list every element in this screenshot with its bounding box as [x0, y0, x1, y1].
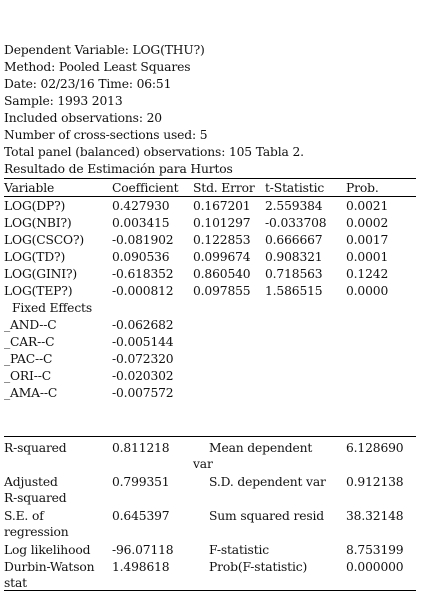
row-coefficient: -0.618352	[112, 267, 174, 281]
f-statistic-value: 8.753199	[346, 543, 404, 557]
row-prob: 0.0021	[346, 199, 389, 213]
row-variable: LOG(TD?)	[4, 250, 66, 264]
row-t-stat: 0.666667	[265, 233, 323, 247]
row-prob: 0.0000	[346, 284, 389, 298]
row-prob: 0.0001	[346, 250, 389, 264]
f-statistic-label: F-statistic	[209, 543, 270, 557]
adjusted-r-squared-label: Adjusted	[4, 475, 58, 489]
cross-sections-line: Number of cross-sections used: 5	[4, 128, 208, 142]
row-prob: 0.1242	[346, 267, 389, 281]
mean-dependent-label-cont: var	[193, 457, 213, 471]
adjusted-r-squared-value: 0.799351	[112, 475, 170, 489]
row-t-stat: -0.033708	[265, 216, 327, 230]
row-variable: LOG(NBI?)	[4, 216, 72, 230]
stats-top-rule	[4, 436, 416, 437]
row-coefficient: -0.081902	[112, 233, 174, 247]
sample-line: Sample: 1993 2013	[4, 94, 123, 108]
log-likelihood-value: -96.07118	[112, 543, 174, 557]
row-coefficient: 0.090536	[112, 250, 170, 264]
row-coefficient: 0.003415	[112, 216, 170, 230]
mean-dependent-label: Mean dependent	[209, 441, 313, 455]
se-regression-label-cont: regression	[4, 525, 69, 539]
row-variable: LOG(DP?)	[4, 199, 66, 213]
fixed-effect-value: -0.005144	[112, 335, 174, 349]
row-std-error: 0.101297	[193, 216, 251, 230]
fixed-effect-name: _PAC--C	[4, 352, 53, 366]
table-header-rule	[4, 196, 416, 197]
dependent-variable-line: Dependent Variable: LOG(THU?)	[4, 43, 205, 57]
sd-dependent-label: S.D. dependent var	[209, 475, 326, 489]
row-variable: LOG(GINI?)	[4, 267, 78, 281]
fixed-effect-name: _AMA--C	[4, 386, 58, 400]
row-std-error: 0.167201	[193, 199, 251, 213]
col-header-coefficient: Coefficient	[112, 181, 179, 195]
row-variable: LOG(CSCO?)	[4, 233, 85, 247]
fixed-effect-value: -0.072320	[112, 352, 174, 366]
log-likelihood-label: Log likelihood	[4, 543, 91, 557]
durbin-watson-value: 1.498618	[112, 560, 170, 574]
date-line: Date: 02/23/16 Time: 06:51	[4, 77, 172, 91]
fixed-effect-name: _AND--C	[4, 318, 57, 332]
included-observations-line: Included observations: 20	[4, 111, 162, 125]
method-line: Method: Pooled Least Squares	[4, 60, 191, 74]
r-squared-value: 0.811218	[112, 441, 170, 455]
fixed-effect-value: -0.007572	[112, 386, 174, 400]
sd-dependent-value: 0.912138	[346, 475, 404, 489]
prob-f-statistic-value: 0.000000	[346, 560, 404, 574]
row-t-stat: 2.559384	[265, 199, 323, 213]
col-header-std-error: Std. Error	[193, 181, 255, 195]
row-t-stat: 0.718563	[265, 267, 323, 281]
sum-squared-resid-label: Sum squared resid	[209, 509, 325, 523]
fixed-effect-name: _CAR--C	[4, 335, 55, 349]
row-variable: LOG(TEP?)	[4, 284, 73, 298]
table-caption: Resultado de Estimación para Hurtos	[4, 162, 233, 176]
row-prob: 0.0017	[346, 233, 389, 247]
row-t-stat: 1.586515	[265, 284, 323, 298]
durbin-watson-label-cont: stat	[4, 576, 27, 590]
prob-f-statistic-label: Prob(F-statistic)	[209, 560, 308, 574]
row-prob: 0.0002	[346, 216, 389, 230]
se-regression-label: S.E. of	[4, 509, 44, 523]
row-coefficient: 0.427930	[112, 199, 170, 213]
col-header-t-statistic: t-Statistic	[265, 181, 325, 195]
col-header-variable: Variable	[4, 181, 55, 195]
fixed-effect-value: -0.062682	[112, 318, 174, 332]
fixed-effect-value: -0.020302	[112, 369, 174, 383]
row-std-error: 0.860540	[193, 267, 251, 281]
row-std-error: 0.099674	[193, 250, 251, 264]
total-panel-line: Total panel (balanced) observations: 105…	[4, 145, 304, 159]
col-header-prob: Prob.	[346, 181, 379, 195]
fixed-effects-heading: Fixed Effects	[12, 301, 93, 315]
se-regression-value: 0.645397	[112, 509, 170, 523]
mean-dependent-value: 6.128690	[346, 441, 404, 455]
adjusted-r-squared-label-cont: R-squared	[4, 491, 67, 505]
fixed-effect-name: _ORI--C	[4, 369, 52, 383]
row-std-error: 0.097855	[193, 284, 251, 298]
stats-bottom-rule	[4, 590, 416, 591]
durbin-watson-label: Durbin-Watson	[4, 560, 95, 574]
row-std-error: 0.122853	[193, 233, 251, 247]
row-t-stat: 0.908321	[265, 250, 323, 264]
row-coefficient: -0.000812	[112, 284, 174, 298]
sum-squared-resid-value: 38.32148	[346, 509, 404, 523]
table-top-rule	[4, 178, 416, 179]
r-squared-label: R-squared	[4, 441, 67, 455]
